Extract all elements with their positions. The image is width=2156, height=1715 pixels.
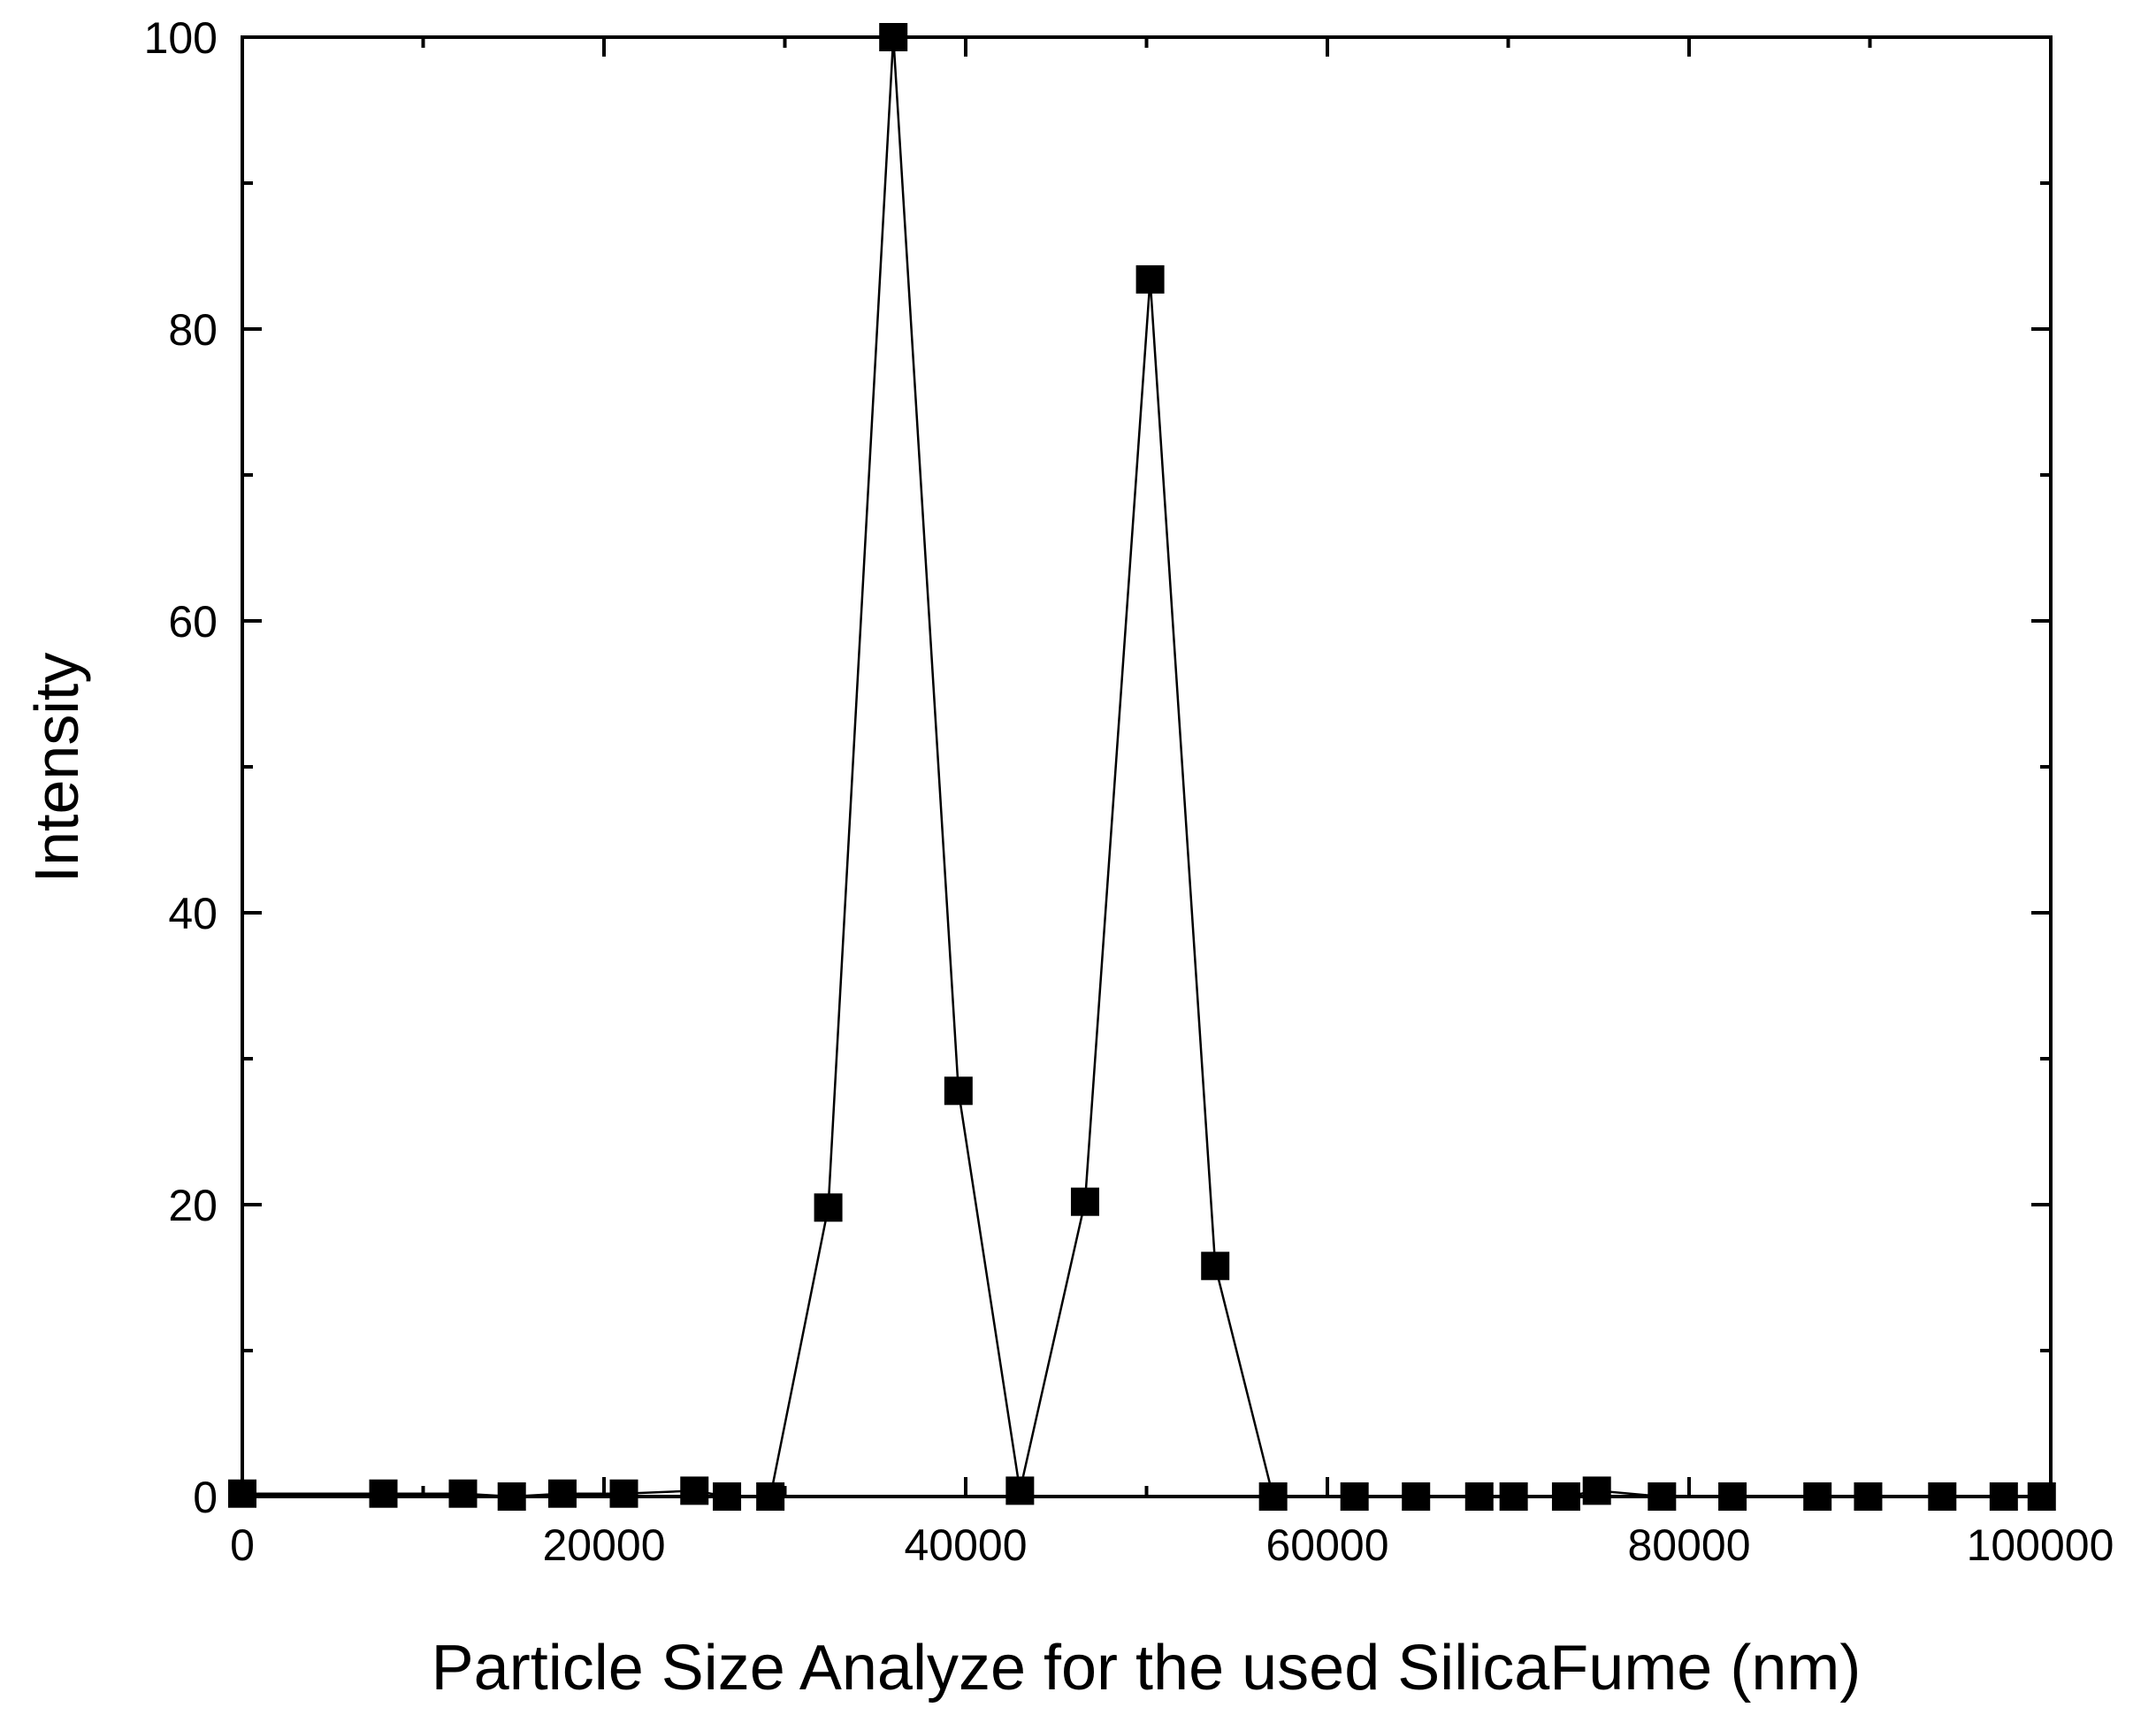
data-point [547, 1479, 577, 1508]
axis-ticks [241, 35, 2053, 1498]
series-line [242, 36, 2042, 1498]
x-tick-label: 60000 [1265, 1520, 1388, 1570]
data-point [1854, 1482, 1883, 1511]
y-tick-label: 20 [168, 1181, 218, 1230]
plot-frame [241, 35, 2053, 1498]
data-point [1648, 1482, 1677, 1511]
data-point [1005, 1476, 1035, 1505]
y-axis-title: Intensity [22, 653, 91, 884]
data-point [448, 1479, 478, 1508]
x-tick-label: 20000 [542, 1520, 665, 1570]
data-point [944, 1076, 973, 1106]
x-tick-label: 0 [230, 1520, 255, 1570]
data-point [1803, 1482, 1832, 1511]
data-point [2027, 1482, 2056, 1511]
data-point [609, 1479, 638, 1508]
data-point [713, 1482, 742, 1511]
data-point [1989, 1482, 2018, 1511]
y-tick-label: 0 [193, 1473, 218, 1522]
x-tick-label: 40000 [904, 1520, 1027, 1570]
data-point [1551, 1482, 1580, 1511]
data-point [369, 1479, 398, 1508]
data-point [680, 1476, 709, 1505]
x-tick-label: 100000 [1967, 1520, 2114, 1570]
x-tick-label: 80000 [1627, 1520, 1750, 1570]
data-point [1135, 264, 1165, 294]
data-point [1582, 1476, 1611, 1505]
y-tick-label: 80 [168, 305, 218, 355]
data-point [228, 1479, 256, 1508]
data-point [879, 23, 908, 51]
data-point [1070, 1187, 1099, 1216]
y-tick-label: 60 [168, 597, 218, 647]
data-point [1258, 1482, 1288, 1511]
data-point [1718, 1482, 1747, 1511]
data-point [756, 1482, 785, 1511]
y-tick-label: 100 [144, 13, 218, 63]
data-point [1402, 1482, 1431, 1511]
data-point [1464, 1482, 1494, 1511]
data-point [1499, 1482, 1528, 1511]
x-axis-title: Particle Size Analyze for the used Silic… [432, 1633, 1862, 1704]
data-point [497, 1482, 526, 1511]
y-tick-label: 40 [168, 889, 218, 938]
data-point [1201, 1252, 1230, 1281]
data-point [814, 1193, 843, 1222]
data-point [1340, 1482, 1369, 1511]
series-markers [228, 23, 2056, 1511]
data-point [1928, 1482, 1957, 1511]
axis-tick-labels: 0 20000 40000 60000 80000 100000 0 20 40 60 80 100 [144, 13, 2114, 1570]
